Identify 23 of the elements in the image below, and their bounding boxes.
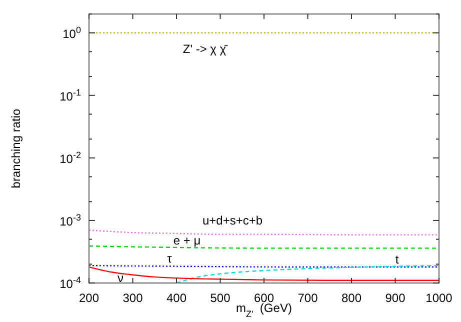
x-tick-label: 400 <box>166 291 187 305</box>
y-tick-label: 10$^{-2}$ <box>60 150 81 166</box>
x-tick-label: 200 <box>78 291 100 305</box>
y-tick-label: 10$^{0}$ <box>62 24 81 41</box>
series-label: Z' -> χ χ̄ <box>182 42 228 56</box>
x-tick-label: 500 <box>210 291 231 305</box>
series-label: e + μ <box>173 233 201 248</box>
x-tick-label: 300 <box>122 291 144 305</box>
line-series <box>176 264 440 284</box>
line-series <box>88 266 440 282</box>
y-axis-title: branching ratio <box>9 108 23 188</box>
y-tick-label: 10$^{-4}$ <box>60 275 81 291</box>
x-tick-label: 800 <box>341 291 362 305</box>
series-label: u+d+s+c+b <box>202 213 263 228</box>
x-tick-label: 700 <box>298 291 318 305</box>
series-label: t <box>395 252 400 266</box>
y-tick-label: 10$^{-3}$ <box>60 212 81 228</box>
series-label: ν <box>118 270 124 285</box>
series-label: τ <box>167 252 172 266</box>
x-axis-title: m$_{Z'}$ (GeV) <box>236 301 292 319</box>
x-tick-label: 900 <box>385 291 406 305</box>
y-tick-label: 10$^{-1}$ <box>60 87 81 104</box>
x-tick-label: 1000 <box>426 291 453 305</box>
